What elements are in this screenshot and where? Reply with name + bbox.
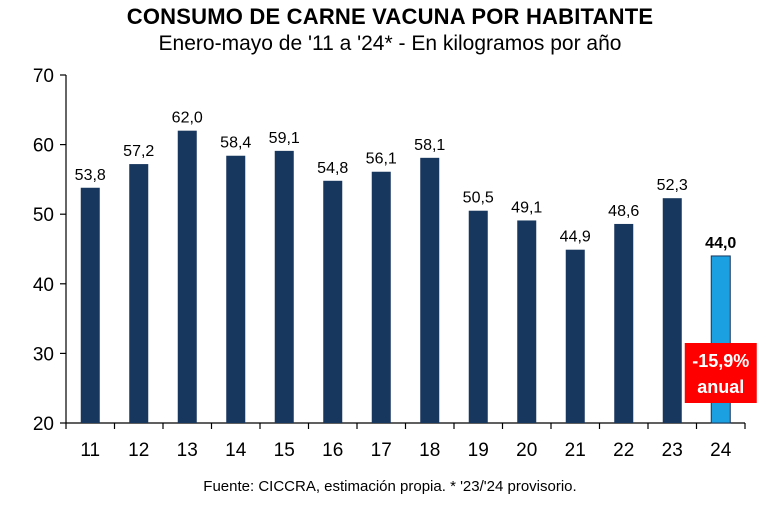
data-label: 50,5: [463, 190, 494, 207]
data-label: 44,0: [705, 235, 736, 252]
chart-title: CONSUMO DE CARNE VACUNA POR HABITANTE: [126, 4, 654, 29]
data-label: 44,9: [560, 229, 591, 246]
x-tick-label: 23: [662, 440, 683, 461]
data-label: 58,1: [414, 137, 445, 154]
y-tick-label: 50: [33, 205, 54, 226]
x-tick-label: 16: [322, 440, 343, 461]
data-label: 59,1: [269, 130, 300, 147]
data-label: 48,6: [608, 203, 639, 220]
bar: [662, 198, 682, 423]
x-tick-label: 24: [710, 440, 732, 461]
bar: [517, 220, 537, 423]
bar: [274, 150, 294, 423]
data-label: 58,4: [220, 135, 251, 152]
y-tick-label: 70: [33, 66, 54, 87]
x-tick-label: 17: [371, 440, 392, 461]
x-tick-label: 12: [128, 440, 149, 461]
x-tick-label: 14: [225, 440, 247, 461]
x-tick-label: 13: [177, 440, 198, 461]
bar: [614, 223, 634, 423]
y-tick-label: 60: [33, 136, 54, 157]
data-label: 62,0: [172, 110, 203, 127]
x-tick-label: 20: [516, 440, 537, 461]
data-label: 57,2: [123, 143, 154, 160]
x-tick-label: 19: [468, 440, 489, 461]
bar: [468, 210, 488, 423]
chart-axes: 20 30 40 50 60 70 11 12 13 14 15 16 17 18 19 20 21 22 23 24: [33, 66, 746, 461]
bar: [226, 155, 246, 423]
y-tick-label: 40: [33, 275, 54, 296]
data-label: 53,8: [75, 167, 106, 184]
chart-subtitle: Enero-mayo de '11 a '24* - En kilogramos…: [158, 32, 622, 55]
x-tick-label: 11: [80, 440, 100, 461]
annotation-group: -15,9% anual: [684, 343, 757, 403]
annotation-percent: -15,9%: [692, 351, 749, 371]
source-note: Fuente: CICCRA, estimación propia. * '23…: [203, 478, 577, 495]
bar: [177, 130, 197, 423]
bars-group: [80, 130, 731, 424]
data-labels-group: 53,8 57,2 62,0 58,4 59,1 54,8 56,1 58,1 50,5 49,1…: [75, 110, 737, 252]
data-label: 56,1: [366, 151, 397, 168]
bar: [565, 249, 585, 423]
x-tick-label: 21: [565, 440, 586, 461]
bar: [80, 187, 100, 423]
bar: [323, 180, 343, 423]
bar: [129, 164, 149, 423]
x-tick-label: 22: [613, 440, 634, 461]
bar: [420, 157, 440, 423]
x-tick-label: 15: [274, 440, 295, 461]
data-label: 54,8: [317, 160, 348, 177]
y-tick-label: 20: [33, 414, 54, 435]
data-label: 52,3: [657, 177, 688, 194]
annotation-label: anual: [697, 377, 744, 397]
bar: [371, 171, 391, 423]
annotation-badge: [684, 343, 757, 403]
x-tick-label: 18: [419, 440, 440, 461]
y-tick-label: 30: [33, 344, 54, 365]
data-label: 49,1: [511, 199, 542, 216]
